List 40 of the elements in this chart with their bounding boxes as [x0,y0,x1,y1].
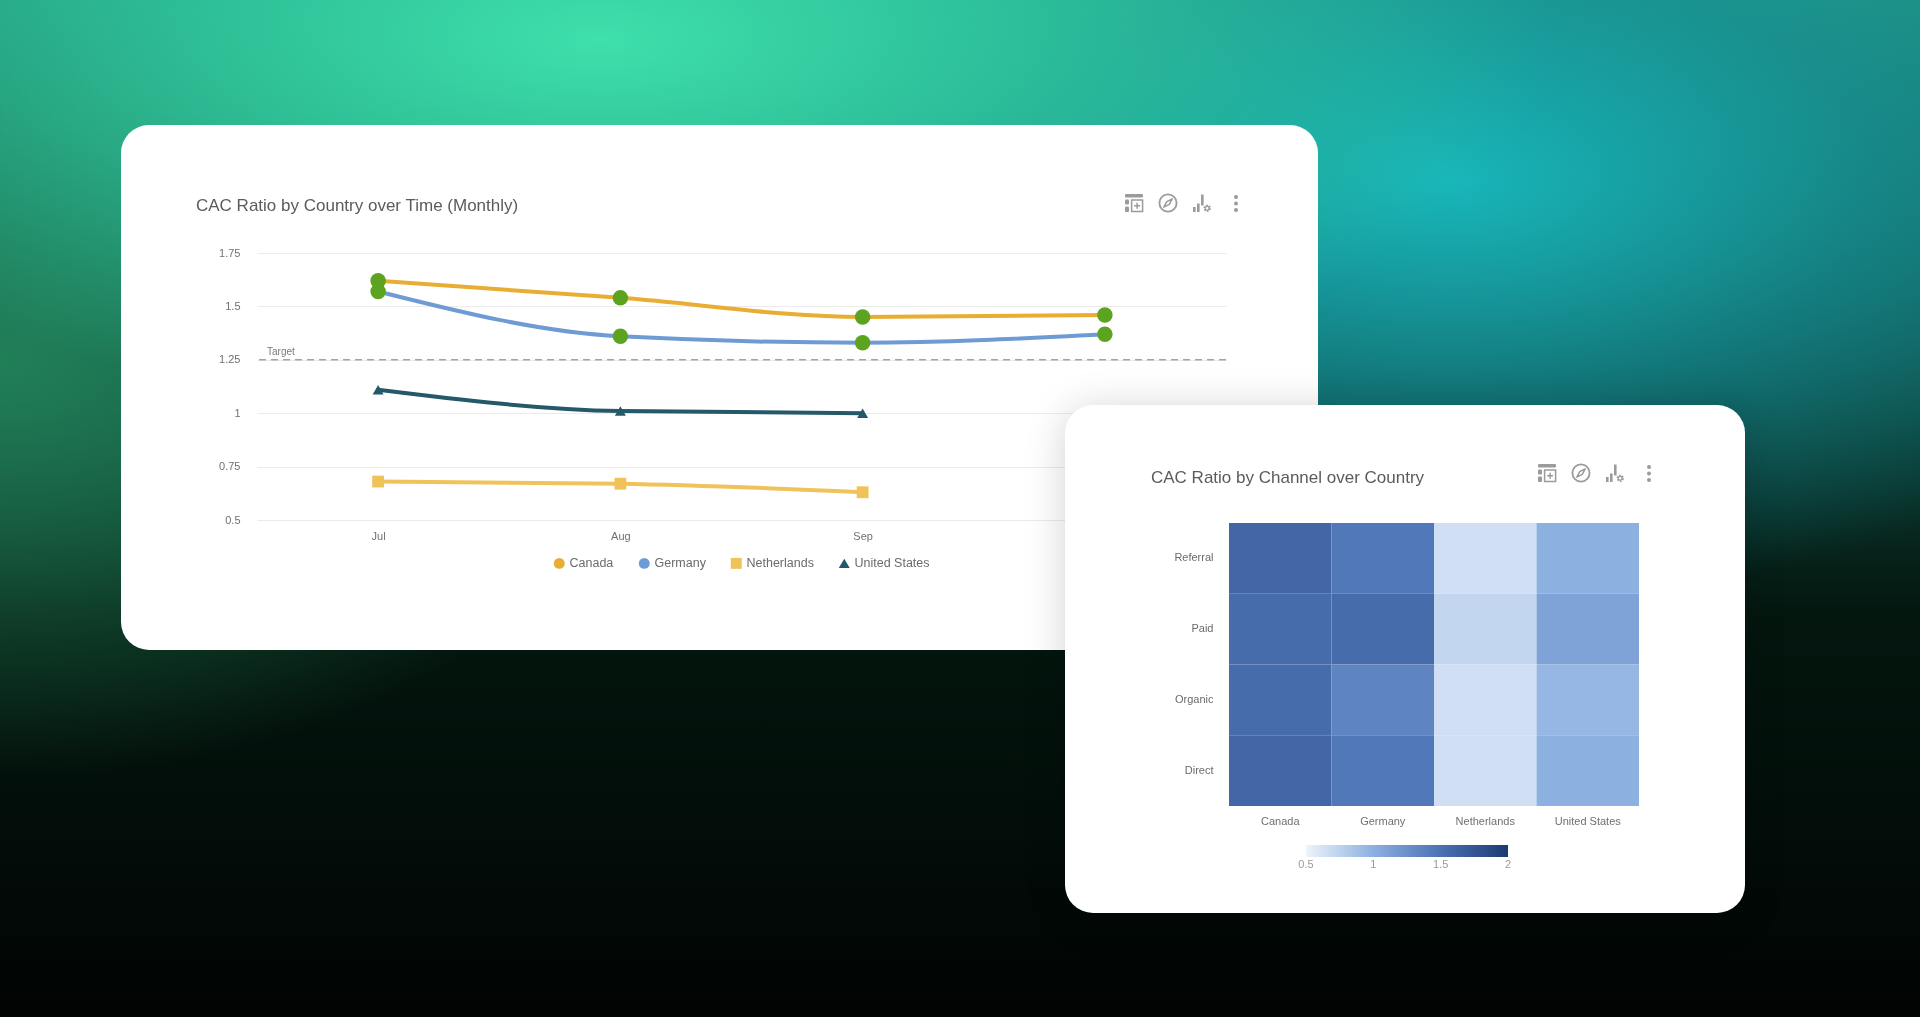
x-tick-label: Canada [1260,814,1301,827]
y-tick-label: 1.75 [219,246,241,259]
x-tick-label: Sep [853,529,873,542]
point [854,309,871,325]
y-tick-label: 1 [234,406,241,419]
x-tick-label: Aug [611,529,631,542]
point [372,384,384,395]
point [372,475,385,488]
y-tick-label: Paid [1191,622,1214,635]
color-bar-label: 1.5 [1433,858,1449,870]
y-tick-label: 0.5 [225,513,241,526]
x-tick-label: United States [1554,814,1622,827]
y-tick-label: Organic [1174,692,1214,705]
legend-label: United States [854,556,930,571]
legend-label: Netherlands [746,556,814,571]
color-bar-label: 0.5 [1298,858,1314,870]
legend-label: Germany [654,556,707,571]
y-tick-label: 0.75 [219,460,241,473]
y-tick-label: 1.5 [225,299,241,312]
chart-title: CAC Ratio by Channel over Country [1151,468,1425,487]
y-tick-label: 1.25 [219,353,241,366]
point [854,334,871,351]
y-tick-label: Direct [1184,763,1214,776]
ref-line-label: Target [267,345,296,357]
point [1097,326,1113,342]
chart-title: CAC Ratio by Country over Time (Monthly) [196,196,519,215]
x-tick-label: Germany [1360,814,1406,827]
x-tick-label: Netherlands [1455,814,1516,827]
x-tick-label: Jul [371,529,386,542]
point [614,477,627,490]
point [614,406,626,416]
point [612,290,629,306]
color-bar-label: 1 [1370,858,1377,870]
point [857,408,869,418]
point [1097,307,1113,323]
point [856,486,869,499]
y-tick-label: Referral [1174,551,1214,564]
color-bar-label: 2 [1504,858,1512,870]
legend-label: Canada [569,556,614,571]
point [612,328,629,345]
